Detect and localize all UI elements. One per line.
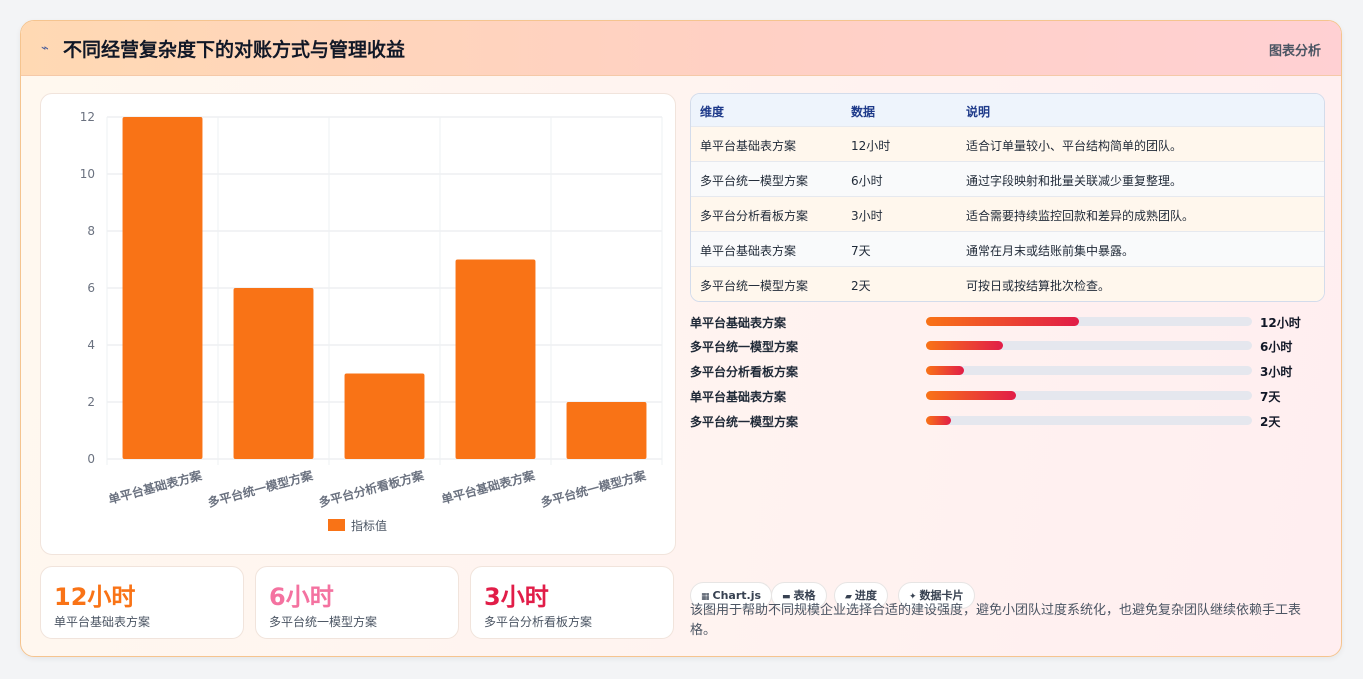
cell-description: 适合需要持续监控回款和差异的成熟团队。 <box>966 209 1195 223</box>
progress-row: 单平台基础表方案 12小时 <box>690 313 1330 331</box>
progress-row: 单平台基础表方案 7天 <box>690 387 1330 405</box>
bar-chart: 0 2 4 6 8 10 12 单平台基础表方案 多平台统一模型方案 多平台分析看板方案 单平台基础… <box>40 93 676 555</box>
column-header: 维度 <box>700 105 725 119</box>
y-tick-label: 6 <box>87 281 95 295</box>
cell-description: 通过字段映射和批量关联减少重复整理。 <box>966 174 1183 188</box>
lightning-icon: ⌁ <box>41 41 49 56</box>
y-tick-label: 0 <box>87 452 95 466</box>
legend-swatch <box>328 519 345 531</box>
table-header: 维度 数据 说明 <box>691 94 1324 127</box>
bar <box>455 259 536 459</box>
y-tick-label: 2 <box>87 395 95 409</box>
x-tick-label: 单平台基础表方案 <box>440 467 538 507</box>
progress-fill <box>926 366 965 375</box>
header-tag: 图表分析 <box>1268 44 1321 59</box>
cell-dimension: 单平台基础表方案 <box>700 139 797 153</box>
progress-track <box>926 341 1252 350</box>
y-tick-label: 4 <box>87 338 95 352</box>
sparkle-icon: ✦ <box>909 592 917 602</box>
chip-label: 表格 <box>793 589 816 602</box>
bar <box>233 288 314 459</box>
chip-data-card[interactable]: ✦ 数据卡片 <box>898 582 975 609</box>
chart-card: ⌁ 不同经营复杂度下的对账方式与管理收益 图表分析 0 2 4 6 8 10 12 单平台基础… <box>20 20 1342 657</box>
bar <box>344 373 425 459</box>
table-icon: ▬ <box>782 592 791 602</box>
description-note: 该图用于帮助不同规模企业选择合适的建设强度，避免小团队过度系统化，也避免复杂团队… <box>690 603 1302 638</box>
chip-progress[interactable]: ▰ 进度 <box>834 582 888 609</box>
cell-description: 可按日或按结算批次检查。 <box>966 279 1111 293</box>
y-tick-label: 8 <box>87 224 95 238</box>
legend-label: 指标值 <box>351 518 387 533</box>
stat-value: 3小时 <box>484 583 549 611</box>
progress-label: 单平台基础表方案 <box>690 316 787 330</box>
table-row: 多平台统一模型方案 2天 可按日或按结算批次检查。 <box>691 267 1324 301</box>
progress-fill <box>926 341 1003 350</box>
progress-track <box>926 391 1252 400</box>
progress-track <box>926 317 1252 326</box>
progress-fill <box>926 317 1080 326</box>
progress-fill <box>926 391 1016 400</box>
progress-value: 2天 <box>1260 415 1281 429</box>
chart-icon: ▦ <box>701 592 710 602</box>
progress-label: 多平台分析看板方案 <box>690 365 799 379</box>
cell-dimension: 单平台基础表方案 <box>700 244 797 258</box>
progress-row: 多平台分析看板方案 3小时 <box>690 362 1330 380</box>
cell-dimension: 多平台统一模型方案 <box>700 174 809 188</box>
data-table: 维度 数据 说明 单平台基础表方案 12小时 适合订单量较小、平台结构简单的团队… <box>690 93 1325 302</box>
progress-label: 多平台统一模型方案 <box>690 415 799 429</box>
progress-value: 12小时 <box>1260 316 1301 330</box>
x-tick-label: 多平台分析看板方案 <box>317 467 426 510</box>
cell-data: 3小时 <box>851 209 883 223</box>
stat-label: 单平台基础表方案 <box>54 615 151 629</box>
progress-label: 单平台基础表方案 <box>690 390 787 404</box>
cell-dimension: 多平台分析看板方案 <box>700 209 809 223</box>
chip-label: Chart.js <box>712 589 762 602</box>
cell-data: 7天 <box>851 244 871 258</box>
progress-value: 3小时 <box>1260 365 1293 379</box>
y-tick-label: 12 <box>80 110 95 124</box>
stat-value: 12小时 <box>54 583 136 611</box>
stat-label: 多平台统一模型方案 <box>269 615 378 629</box>
cell-dimension: 多平台统一模型方案 <box>700 279 809 293</box>
cell-data: 12小时 <box>851 139 891 153</box>
table-row: 单平台基础表方案 7天 通常在月末或结账前集中暴露。 <box>691 232 1324 267</box>
table-row: 多平台分析看板方案 3小时 适合需要持续监控回款和差异的成熟团队。 <box>691 197 1324 232</box>
progress-icon: ▰ <box>845 592 852 602</box>
progress-fill <box>926 416 952 425</box>
card-header: ⌁ 不同经营复杂度下的对账方式与管理收益 图表分析 <box>21 21 1341 76</box>
chip-label: 数据卡片 <box>919 589 964 602</box>
y-tick-label: 10 <box>80 167 95 181</box>
bar <box>122 117 203 459</box>
chip-table[interactable]: ▬ 表格 <box>771 582 827 609</box>
stat-card-1: 12小时 单平台基础表方案 <box>40 566 244 639</box>
stat-card-2: 6小时 多平台统一模型方案 <box>255 566 459 639</box>
bar <box>566 402 647 459</box>
progress-value: 6小时 <box>1260 340 1293 354</box>
stat-card-3: 3小时 多平台分析看板方案 <box>470 566 674 639</box>
cell-description: 通常在月末或结账前集中暴露。 <box>966 244 1135 258</box>
table-row: 单平台基础表方案 12小时 适合订单量较小、平台结构简单的团队。 <box>691 127 1324 162</box>
column-header: 说明 <box>966 105 991 119</box>
stat-label: 多平台分析看板方案 <box>484 615 593 629</box>
x-tick-label: 多平台统一模型方案 <box>539 467 648 510</box>
cell-data: 6小时 <box>851 174 883 188</box>
cell-description: 适合订单量较小、平台结构简单的团队。 <box>966 139 1183 153</box>
table-row: 多平台统一模型方案 6小时 通过字段映射和批量关联减少重复整理。 <box>691 162 1324 197</box>
progress-row: 多平台统一模型方案 2天 <box>690 412 1330 430</box>
progress-track <box>926 416 1252 425</box>
stat-value: 6小时 <box>269 583 334 611</box>
chip-label: 进度 <box>854 589 877 602</box>
cell-data: 2天 <box>851 279 871 293</box>
progress-row: 多平台统一模型方案 6小时 <box>690 337 1330 355</box>
progress-track <box>926 366 1252 375</box>
progress-label: 多平台统一模型方案 <box>690 340 799 354</box>
page-title: 不同经营复杂度下的对账方式与管理收益 <box>63 39 406 61</box>
progress-value: 7天 <box>1260 390 1281 404</box>
x-tick-label: 单平台基础表方案 <box>107 467 205 507</box>
column-header: 数据 <box>851 105 876 119</box>
x-tick-label: 多平台统一模型方案 <box>206 467 315 510</box>
